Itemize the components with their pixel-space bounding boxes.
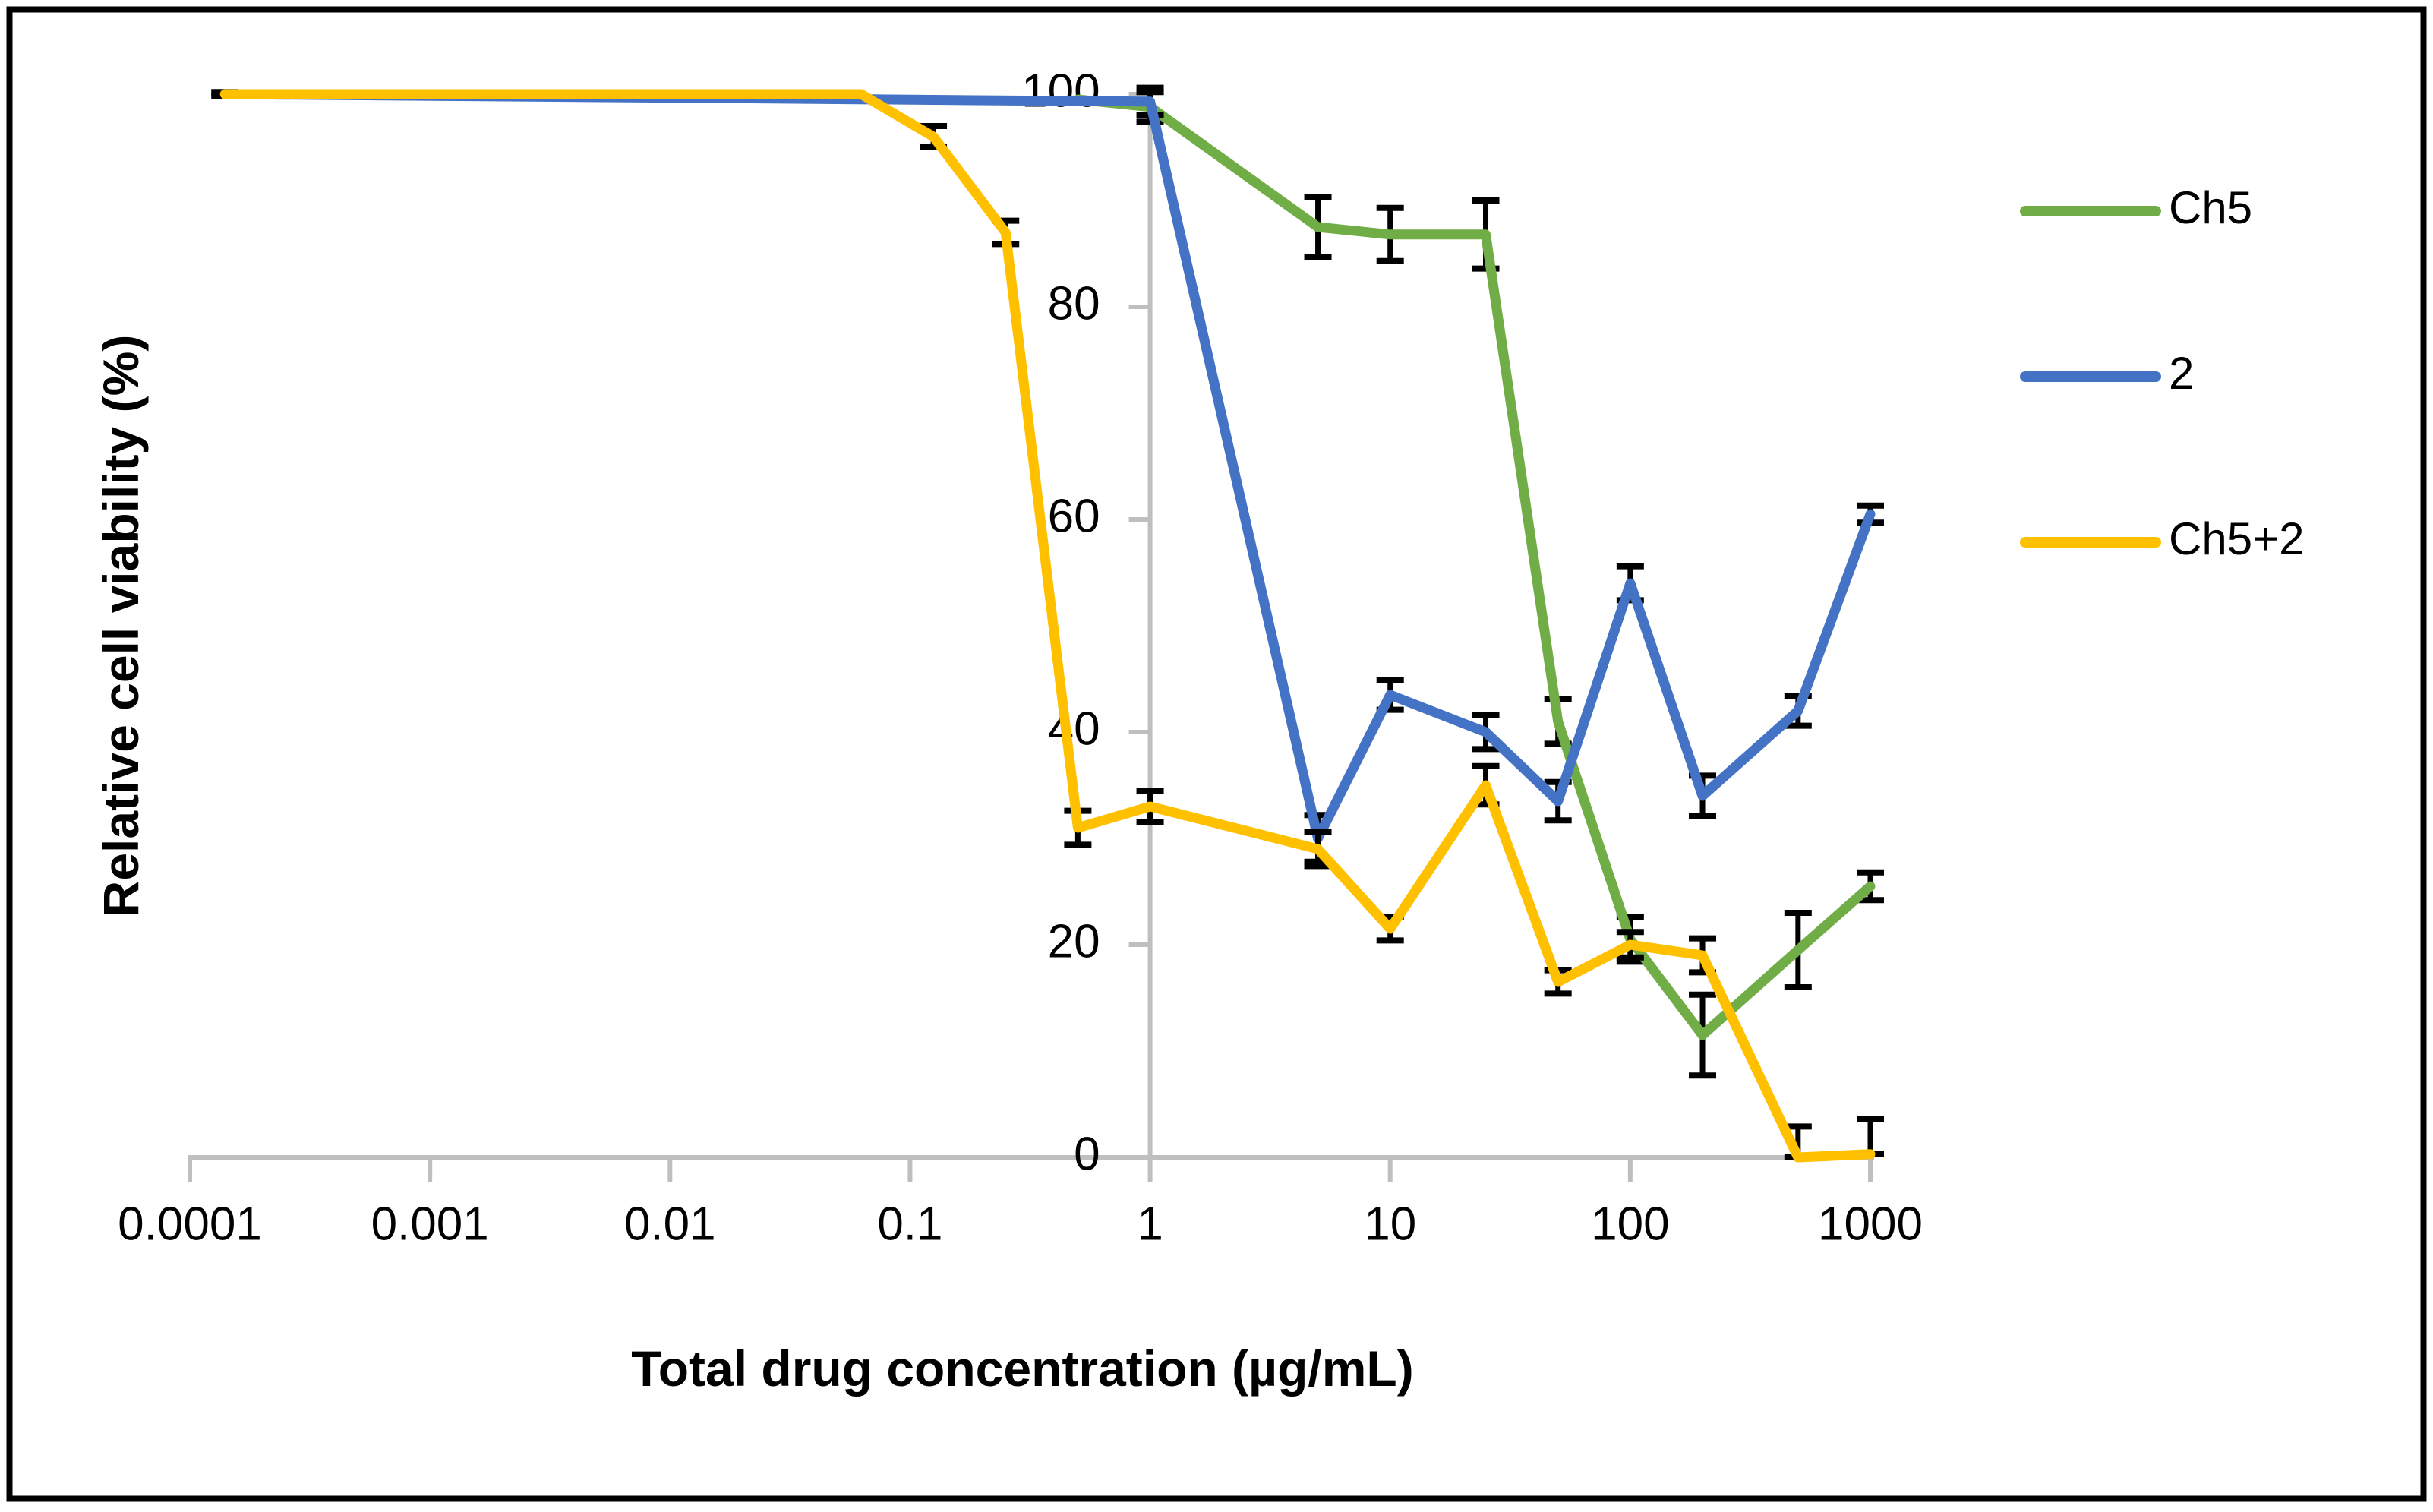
legend-label-ch5-2: Ch5+2 — [2169, 513, 2304, 564]
x-tick-label-0.001: 0.001 — [371, 1198, 489, 1250]
x-tick-label-1000: 1000 — [1818, 1198, 1923, 1250]
x-tick-label-1: 1 — [1137, 1198, 1163, 1250]
series-line-ch5 — [1072, 94, 1876, 1040]
y-axis-title: Relative cell viability (%) — [93, 335, 149, 917]
x-tick-label-0.0001: 0.0001 — [118, 1198, 262, 1250]
y-tick-label-20: 20 — [1048, 915, 1100, 967]
series-line-ch5-2 — [219, 89, 1876, 1163]
x-axis-title: Total drug concentration (µg/mL) — [631, 1340, 1413, 1397]
legend-label-2: 2 — [2169, 348, 2194, 399]
y-tick-label-100: 100 — [1021, 65, 1100, 117]
y-tick-label-80: 80 — [1048, 277, 1100, 330]
x-tick-label-10: 10 — [1364, 1198, 1416, 1250]
figure-border — [6, 6, 2427, 1502]
legend-label-ch5: Ch5 — [2169, 182, 2252, 233]
y-tick-label-60: 60 — [1048, 490, 1100, 542]
y-tick-label-40: 40 — [1048, 702, 1100, 755]
x-tick-label-100: 100 — [1591, 1198, 1669, 1250]
x-tick-label-0.1: 0.1 — [877, 1198, 942, 1250]
x-tick-label-0.01: 0.01 — [624, 1198, 716, 1250]
y-tick-label-0: 0 — [1074, 1128, 1100, 1180]
series-line-2 — [219, 89, 1876, 844]
